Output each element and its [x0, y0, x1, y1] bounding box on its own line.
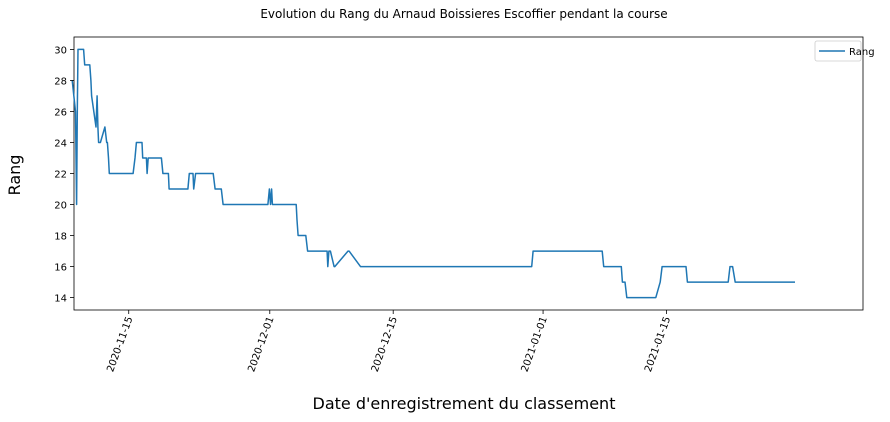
x-tick-label: 2021-01-01 — [520, 315, 550, 373]
x-tick-label: 2020-12-01 — [246, 315, 276, 373]
x-axis-label: Date d'enregistrement du classement — [313, 394, 616, 413]
y-axis: 14 16 18 20 22 24 26 28 30 — [54, 45, 74, 305]
y-tick-label: 26 — [54, 107, 67, 118]
y-tick-label: 20 — [54, 201, 67, 212]
x-tick-label: 2020-11-15 — [105, 315, 135, 373]
y-tick-label: 16 — [54, 263, 67, 274]
x-axis: 2020-11-15 2020-12-01 2020-12-15 2021-01-01… — [105, 310, 673, 374]
y-tick-label: 24 — [54, 138, 67, 149]
series-line-rang — [71, 48, 795, 299]
plot-area — [71, 36, 864, 311]
legend: Rang — [814, 40, 875, 62]
x-tick-label: 2021-01-15 — [643, 315, 673, 373]
y-axis-label: Rang — [5, 155, 24, 196]
y-tick-label: 30 — [54, 45, 67, 56]
x-tick-label: 2020-12-15 — [370, 315, 400, 373]
y-tick-label: 28 — [54, 76, 67, 87]
chart-title: Evolution du Rang du Arnaud Boissieres E… — [260, 7, 667, 21]
legend-label-rang: Rang — [849, 47, 875, 58]
y-tick-label: 14 — [54, 294, 67, 305]
y-tick-label: 22 — [54, 170, 67, 181]
y-tick-label: 18 — [54, 232, 67, 243]
